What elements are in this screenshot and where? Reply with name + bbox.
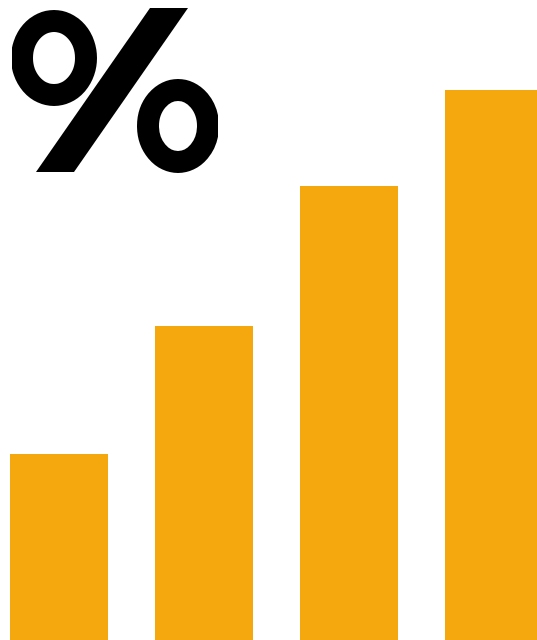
bar-4 <box>445 90 537 640</box>
bar-1 <box>10 454 108 640</box>
percent-upper-ring <box>12 10 97 106</box>
percent-lower-ring <box>137 79 218 173</box>
percent-slash <box>36 8 188 172</box>
percent-icon <box>12 8 218 173</box>
bar-3 <box>300 186 398 640</box>
bar-2 <box>155 326 253 640</box>
